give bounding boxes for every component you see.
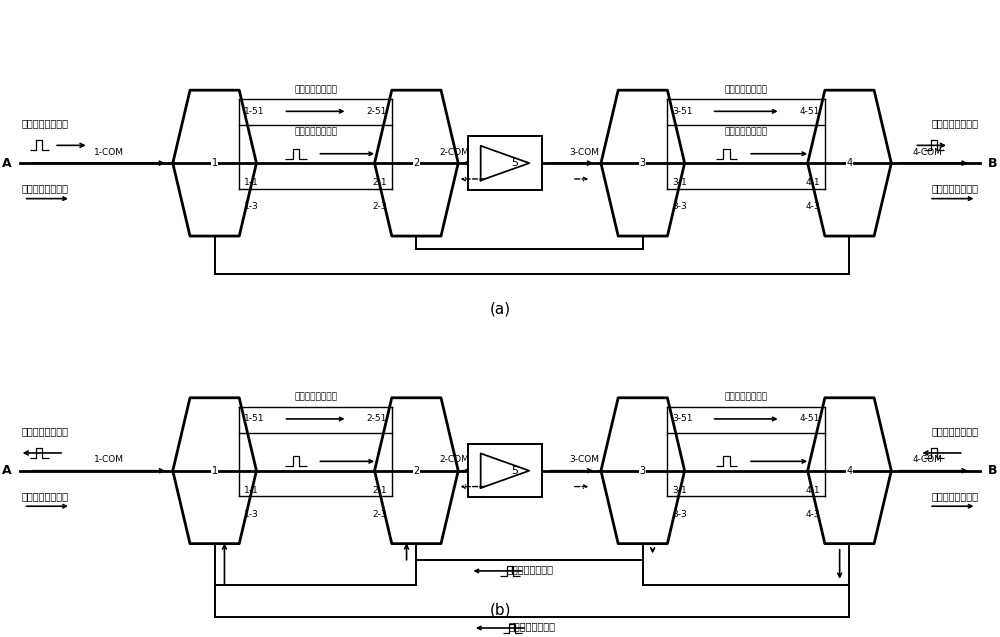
Text: 单向业务传输通道: 单向业务传输通道 (294, 85, 337, 94)
Text: 单向业务传输通道: 单向业务传输通道 (22, 491, 69, 501)
Text: 3: 3 (640, 466, 646, 476)
Text: 3-COM: 3-COM (569, 455, 599, 464)
Text: 1-1: 1-1 (244, 178, 259, 187)
Text: 3-3: 3-3 (672, 510, 687, 519)
Text: 4: 4 (846, 466, 853, 476)
Text: 2-51: 2-51 (366, 107, 387, 116)
Text: 3-1: 3-1 (672, 178, 687, 187)
Text: 1-51: 1-51 (244, 107, 265, 116)
Text: 3-51: 3-51 (672, 107, 693, 116)
Text: 单向业务传输通道: 单向业务传输通道 (931, 183, 978, 194)
Text: B: B (988, 464, 998, 477)
Text: 后向时间传输通道: 后向时间传输通道 (22, 426, 69, 436)
Text: 4-51: 4-51 (800, 415, 820, 424)
Text: 1-3: 1-3 (244, 510, 259, 519)
Text: 4-COM: 4-COM (912, 148, 942, 157)
Text: 单向业务传输通道: 单向业务传输通道 (22, 183, 69, 194)
Text: 2: 2 (413, 158, 420, 168)
Text: 前向时间传输通道: 前向时间传输通道 (931, 118, 978, 128)
Text: 4-3: 4-3 (805, 510, 820, 519)
Text: 3-1: 3-1 (672, 486, 687, 495)
Bar (468, 444, 542, 497)
Text: 后向时间传输通道: 后向时间传输通道 (509, 622, 556, 632)
Text: 4-COM: 4-COM (912, 455, 942, 464)
Text: 2-1: 2-1 (372, 486, 387, 495)
Text: 1: 1 (212, 466, 218, 476)
Bar (468, 136, 542, 190)
Text: 4: 4 (846, 158, 853, 168)
Text: 单向业务传输通道: 单向业务传输通道 (725, 85, 768, 94)
Text: 3-3: 3-3 (672, 203, 687, 211)
Text: 1-3: 1-3 (244, 203, 259, 211)
Text: 5: 5 (511, 158, 518, 168)
Text: 2-3: 2-3 (372, 510, 387, 519)
Text: 4-1: 4-1 (805, 486, 820, 495)
Text: (b): (b) (489, 603, 511, 618)
Text: 后向时间传输通道: 后向时间传输通道 (931, 426, 978, 436)
Text: A: A (2, 157, 12, 169)
Text: 3: 3 (640, 158, 646, 168)
Text: 前向时间传输通道: 前向时间传输通道 (725, 128, 768, 137)
Text: 2: 2 (413, 466, 420, 476)
Text: 2-3: 2-3 (372, 203, 387, 211)
Text: 1-COM: 1-COM (94, 455, 124, 464)
Text: 1-51: 1-51 (244, 415, 265, 424)
Text: 3-COM: 3-COM (569, 148, 599, 157)
Text: 4-3: 4-3 (805, 203, 820, 211)
Text: 4-1: 4-1 (805, 178, 820, 187)
Text: 5: 5 (511, 466, 518, 476)
Text: 单向业务传输通道: 单向业务传输通道 (725, 392, 768, 401)
Text: 前向时间传输通道: 前向时间传输通道 (22, 118, 69, 128)
Text: B: B (988, 157, 998, 169)
Text: 1-1: 1-1 (244, 486, 259, 495)
Text: 2-51: 2-51 (366, 415, 387, 424)
Text: 2-COM: 2-COM (439, 455, 469, 464)
Text: 4-51: 4-51 (800, 107, 820, 116)
Text: 单向业务传输通道: 单向业务传输通道 (931, 491, 978, 501)
Text: A: A (2, 464, 12, 477)
Text: 1-COM: 1-COM (94, 148, 124, 157)
Text: 2-1: 2-1 (372, 178, 387, 187)
Text: 1: 1 (212, 158, 218, 168)
Text: 前向时间传输通道: 前向时间传输通道 (294, 128, 337, 137)
Text: 单向业务传输通道: 单向业务传输通道 (294, 392, 337, 401)
Text: 后向时间传输通道: 后向时间传输通道 (506, 564, 553, 575)
Text: 2-COM: 2-COM (439, 148, 469, 157)
Text: (a): (a) (490, 301, 511, 317)
Text: 3-51: 3-51 (672, 415, 693, 424)
